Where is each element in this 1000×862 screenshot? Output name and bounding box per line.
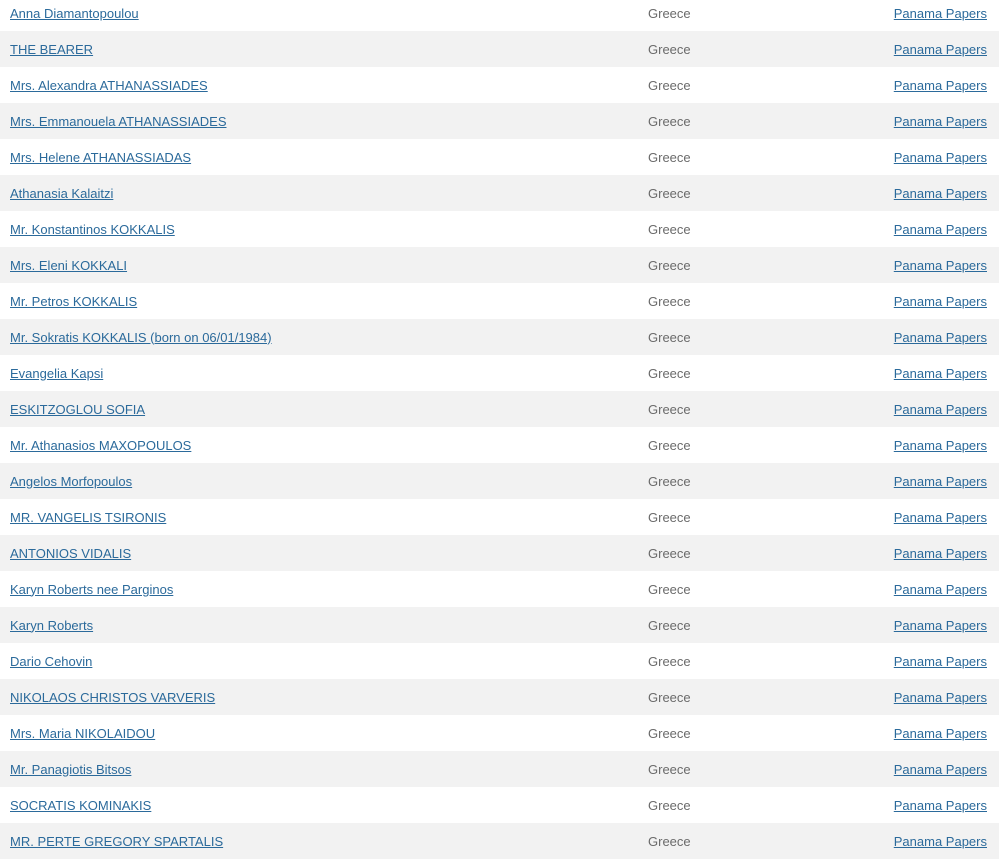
table-row: MR. VANGELIS TSIRONIS Greece Panama Papers xyxy=(0,499,999,535)
entity-name-link[interactable]: ESKITZOGLOU SOFIA xyxy=(10,401,146,417)
entity-name-link[interactable]: Karyn Roberts nee Parginos xyxy=(10,581,174,597)
entity-name-link[interactable]: Mrs. Alexandra ATHANASSIADES xyxy=(10,77,208,93)
source-link[interactable]: Panama Papers xyxy=(893,365,987,381)
country-cell: Greece xyxy=(648,797,691,813)
source-link[interactable]: Panama Papers xyxy=(893,41,987,57)
country-cell: Greece xyxy=(648,545,691,561)
source-link[interactable]: Panama Papers xyxy=(893,113,987,129)
entity-name-link[interactable]: Dario Cehovin xyxy=(10,653,93,669)
table-row: Mr. Sokratis KOKKALIS (born on 06/01/198… xyxy=(0,319,999,355)
entity-name-link[interactable]: NIKOLAOS CHRISTOS VARVERIS xyxy=(10,689,216,705)
table-row: Mr. Panagiotis Bitsos Greece Panama Papers xyxy=(0,751,999,787)
source-link[interactable]: Panama Papers xyxy=(893,797,987,813)
country-cell: Greece xyxy=(648,365,691,381)
source-link[interactable]: Panama Papers xyxy=(893,545,987,561)
table-row: MR. PERTE GREGORY SPARTALIS Greece Panama … xyxy=(0,823,999,859)
table-row: Mrs. Alexandra ATHANASSIADES Greece Panama… xyxy=(0,67,999,103)
entity-name-link[interactable]: THE BEARER xyxy=(10,41,94,57)
entity-name-link[interactable]: Mr. Sokratis KOKKALIS (born on 06/01/198… xyxy=(10,329,272,345)
entity-name-link[interactable]: Mrs. Maria NIKOLAIDOU xyxy=(10,725,156,741)
country-cell: Greece xyxy=(648,149,691,165)
entity-name-link[interactable]: Mrs. Emmanouela ATHANASSIADES xyxy=(10,113,227,129)
source-link[interactable]: Panama Papers xyxy=(893,473,987,489)
country-cell: Greece xyxy=(648,401,691,417)
source-link[interactable]: Panama Papers xyxy=(893,833,987,849)
table-row: ESKITZOGLOU SOFIA Greece Panama Papers xyxy=(0,391,999,427)
entity-name-link[interactable]: Anna Diamantopoulou xyxy=(10,5,139,21)
entity-name-link[interactable]: Karyn Roberts xyxy=(10,617,94,633)
entity-name-link[interactable]: SOCRATIS KOMINAKIS xyxy=(10,797,152,813)
source-link[interactable]: Panama Papers xyxy=(893,581,987,597)
country-cell: Greece xyxy=(648,761,691,777)
table-row: Mr. Petros KOKKALIS Greece Panama Papers xyxy=(0,283,999,319)
entity-name-link[interactable]: MR. PERTE GREGORY SPARTALIS xyxy=(10,833,224,849)
table-row: Karyn Roberts Greece Panama Papers xyxy=(0,607,999,643)
country-cell: Greece xyxy=(648,77,691,93)
source-link[interactable]: Panama Papers xyxy=(893,437,987,453)
source-link[interactable]: Panama Papers xyxy=(893,221,987,237)
source-link[interactable]: Panama Papers xyxy=(893,5,987,21)
table-row: Mrs. Maria NIKOLAIDOU Greece Panama Papers xyxy=(0,715,999,751)
country-cell: Greece xyxy=(648,329,691,345)
source-link[interactable]: Panama Papers xyxy=(893,761,987,777)
entity-name-link[interactable]: Evangelia Kapsi xyxy=(10,365,104,381)
source-link[interactable]: Panama Papers xyxy=(893,149,987,165)
source-link[interactable]: Panama Papers xyxy=(893,293,987,309)
table-row: Anna Diamantopoulou Greece Panama Papers xyxy=(0,0,999,31)
entity-name-link[interactable]: MR. VANGELIS TSIRONIS xyxy=(10,509,167,525)
source-link[interactable]: Panama Papers xyxy=(893,257,987,273)
country-cell: Greece xyxy=(648,221,691,237)
source-link[interactable]: Panama Papers xyxy=(893,617,987,633)
source-link[interactable]: Panama Papers xyxy=(893,77,987,93)
entity-name-link[interactable]: ANTONIOS VIDALIS xyxy=(10,545,132,561)
entity-name-link[interactable]: Mr. Panagiotis Bitsos xyxy=(10,761,132,777)
table-row: NIKOLAOS CHRISTOS VARVERIS Greece Panama P… xyxy=(0,679,999,715)
country-cell: Greece xyxy=(648,725,691,741)
source-link[interactable]: Panama Papers xyxy=(893,401,987,417)
entity-name-link[interactable]: Athanasia Kalaitzi xyxy=(10,185,114,201)
source-link[interactable]: Panama Papers xyxy=(893,689,987,705)
entity-name-link[interactable]: Mr. Athanasios MAXOPOULOS xyxy=(10,437,192,453)
country-cell: Greece xyxy=(648,293,691,309)
entity-name-link[interactable]: Mr. Konstantinos KOKKALIS xyxy=(10,221,175,237)
country-cell: Greece xyxy=(648,41,691,57)
entity-name-link[interactable]: Angelos Morfopoulos xyxy=(10,473,133,489)
country-cell: Greece xyxy=(648,509,691,525)
table-row: Mrs. Eleni KOKKALI Greece Panama Papers xyxy=(0,247,999,283)
country-cell: Greece xyxy=(648,653,691,669)
table-row: Angelos Morfopoulos Greece Panama Papers xyxy=(0,463,999,499)
entity-name-link[interactable]: Mrs. Helene ATHANASSIADAS xyxy=(10,149,192,165)
country-cell: Greece xyxy=(648,437,691,453)
source-link[interactable]: Panama Papers xyxy=(893,509,987,525)
table-row: Evangelia Kapsi Greece Panama Papers xyxy=(0,355,999,391)
table-row: Mr. Konstantinos KOKKALIS Greece Panama Pa… xyxy=(0,211,999,247)
source-link[interactable]: Panama Papers xyxy=(893,653,987,669)
entity-name-link[interactable]: Mrs. Eleni KOKKALI xyxy=(10,257,128,273)
table-row: Mrs. Emmanouela ATHANASSIADES Greece Panam… xyxy=(0,103,999,139)
table-row: Dario Cehovin Greece Panama Papers xyxy=(0,643,999,679)
table-row: SOCRATIS KOMINAKIS Greece Panama Papers xyxy=(0,787,999,823)
table-row: ANTONIOS VIDALIS Greece Panama Papers xyxy=(0,535,999,571)
country-cell: Greece xyxy=(648,617,691,633)
country-cell: Greece xyxy=(648,833,691,849)
source-link[interactable]: Panama Papers xyxy=(893,185,987,201)
country-cell: Greece xyxy=(648,689,691,705)
country-cell: Greece xyxy=(648,185,691,201)
country-cell: Greece xyxy=(648,257,691,273)
country-cell: Greece xyxy=(648,5,691,21)
table-row: Karyn Roberts nee Parginos Greece Panama P… xyxy=(0,571,999,607)
table-row: THE BEARER Greece Panama Papers xyxy=(0,31,999,67)
table-row: Mr. Athanasios MAXOPOULOS Greece Panama Pa… xyxy=(0,427,999,463)
entity-name-link[interactable]: Mr. Petros KOKKALIS xyxy=(10,293,138,309)
source-link[interactable]: Panama Papers xyxy=(893,329,987,345)
country-cell: Greece xyxy=(648,473,691,489)
source-link[interactable]: Panama Papers xyxy=(893,725,987,741)
country-cell: Greece xyxy=(648,113,691,129)
country-cell: Greece xyxy=(648,581,691,597)
table-row: Mrs. Helene ATHANASSIADAS Greece Panama Pa… xyxy=(0,139,999,175)
table-row: Athanasia Kalaitzi Greece Panama Papers xyxy=(0,175,999,211)
